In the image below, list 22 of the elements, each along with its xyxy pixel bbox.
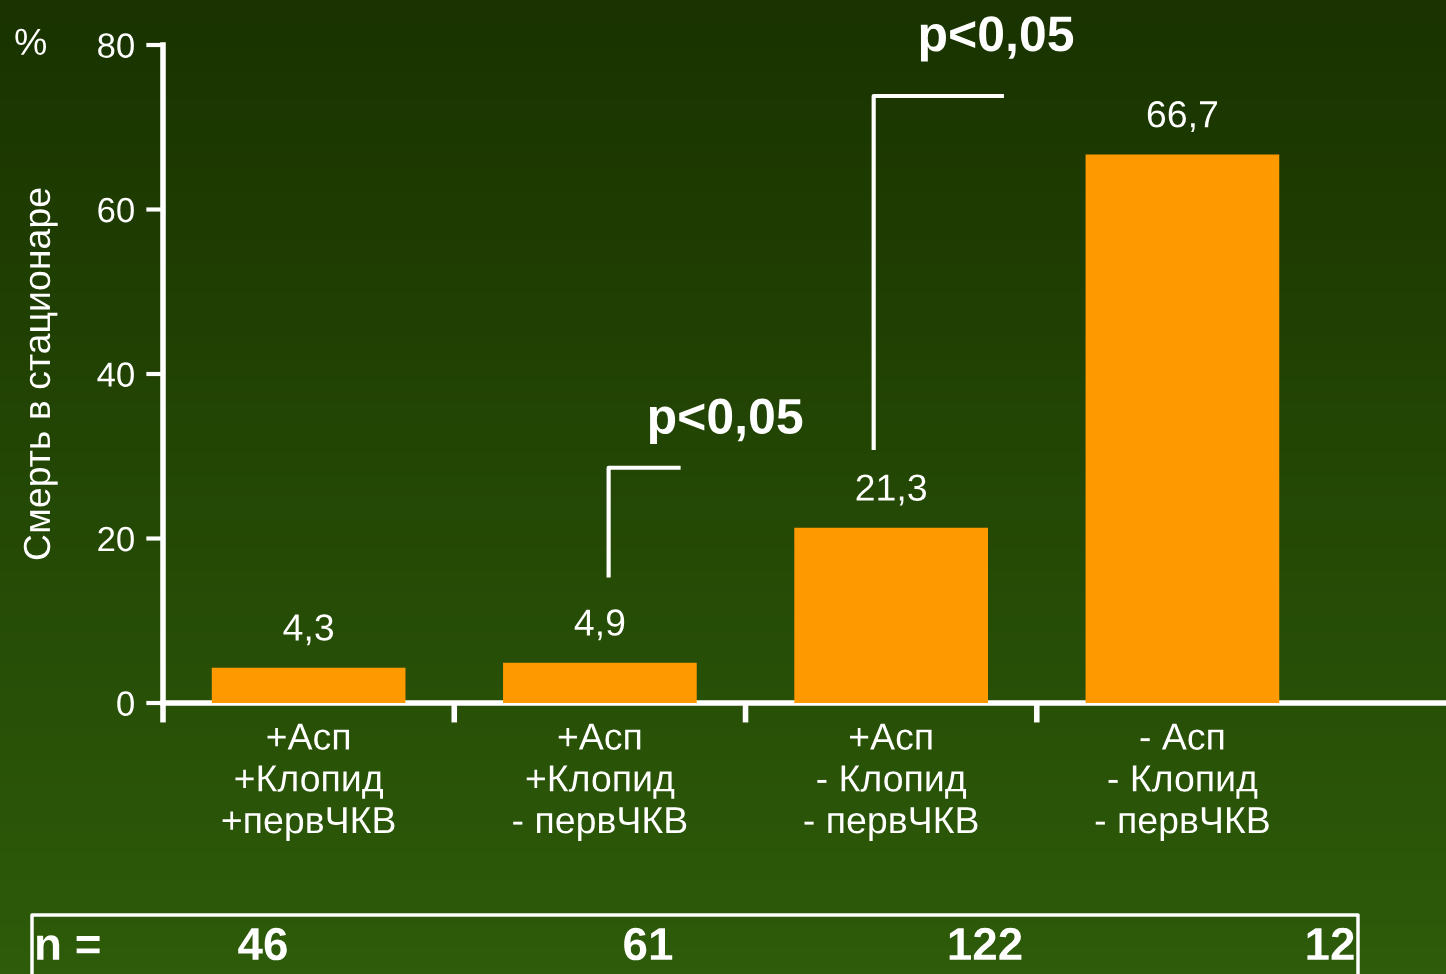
- annotation: p<0,05: [920, 16, 1074, 62]
- y-tick-label: 40: [97, 362, 134, 387]
- text: 12: [1307, 927, 1354, 960]
- data-label: 21,3: [856, 474, 926, 506]
- x-tick-label: +Асп - Клопид - первЧКВ: [804, 723, 978, 841]
- y-tick-label: 60: [98, 197, 134, 223]
- data-label: 66,7: [1147, 100, 1218, 132]
- data-label: 4,9: [574, 609, 625, 641]
- x-tick-label: - Асп - Клопид - первЧКВ: [1095, 723, 1269, 841]
- text: 46: [238, 927, 287, 961]
- text: n =: [37, 935, 100, 960]
- data-label: 4,3: [283, 614, 334, 646]
- annotation: p<0,05: [649, 398, 803, 444]
- x-tick-label: +Асп +Клопид +первЧКВ: [222, 723, 395, 841]
- y-tick-label: 80: [98, 33, 134, 58]
- text: %: [15, 28, 47, 55]
- text: 61: [624, 927, 673, 961]
- y-tick-label: 20: [98, 526, 134, 552]
- x-tick-label: +Асп +Клопид - первЧКВ: [513, 723, 687, 841]
- y-axis-title: Смерть в стационаре: [23, 188, 58, 560]
- text: 122: [949, 927, 1022, 960]
- y-tick-label: 0: [117, 691, 134, 716]
